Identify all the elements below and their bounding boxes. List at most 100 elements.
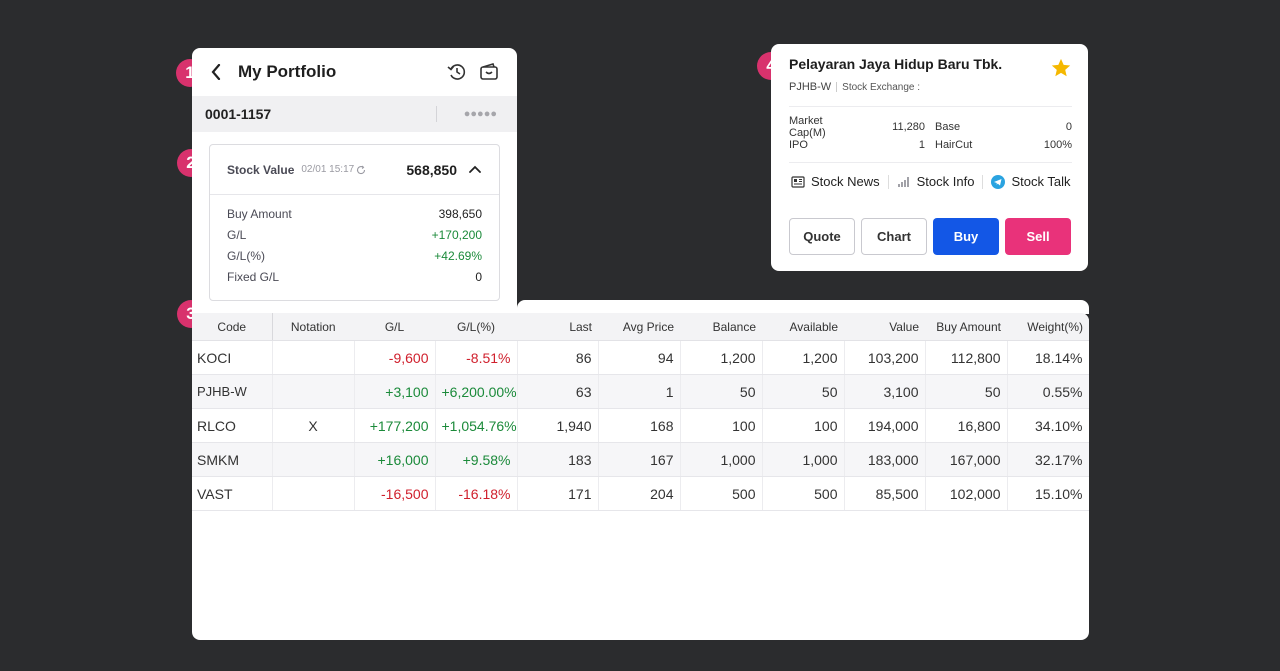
cell-gl-pct: +6,200.00% <box>435 374 518 409</box>
col-header-last[interactable]: Last <box>517 313 598 341</box>
back-icon[interactable] <box>206 62 226 82</box>
col-header-balance[interactable]: Balance <box>680 313 762 341</box>
cell-gl: +177,200 <box>354 408 436 443</box>
stock-links: Stock News Stock Info Stock Talk <box>791 174 1070 189</box>
detail-value: +42.69% <box>434 248 482 263</box>
cell-balance: 1,200 <box>680 340 763 375</box>
refresh-icon[interactable] <box>356 165 366 175</box>
detail-row: G/L(%) +42.69% <box>227 245 482 266</box>
table-row[interactable]: RLCO X +177,200 +1,054.76% 1,940 168 100… <box>192 408 1089 443</box>
portfolio-header: My Portfolio <box>192 48 517 96</box>
stock-value-details: Buy Amount 398,650 G/L +170,200 G/L(%) +… <box>210 195 499 287</box>
cell-weight: 32.17% <box>1007 442 1089 477</box>
cell-buy-amount: 102,000 <box>925 476 1008 511</box>
divider <box>982 174 984 189</box>
col-header-available[interactable]: Available <box>762 313 844 341</box>
stat-label: Market Cap(M) <box>789 115 826 139</box>
detail-row: G/L +170,200 <box>227 224 482 245</box>
cell-available: 50 <box>762 374 845 409</box>
cell-last: 86 <box>517 340 599 375</box>
quote-button[interactable]: Quote <box>789 218 855 255</box>
stock-code: PJHB-W <box>789 81 832 93</box>
stat-value: 1 <box>918 139 925 151</box>
cell-gl: -16,500 <box>354 476 436 511</box>
star-icon[interactable] <box>1050 57 1072 79</box>
col-header-notation[interactable]: Notation <box>272 313 354 341</box>
cell-last: 171 <box>517 476 599 511</box>
newspaper-icon <box>791 175 805 189</box>
stock-actions: Quote Chart Buy Sell <box>789 218 1071 255</box>
col-header-gl-pct[interactable]: G/L(%) <box>435 313 517 341</box>
stock-info-link[interactable]: Stock Info <box>897 174 975 189</box>
chevron-up-icon[interactable] <box>469 163 481 175</box>
page-title: My Portfolio <box>238 62 337 81</box>
col-header-buy-amount[interactable]: Buy Amount <box>925 313 1007 341</box>
detail-label: G/L <box>227 227 247 242</box>
cell-gl: +3,100 <box>354 374 436 409</box>
col-header-gl[interactable]: G/L <box>354 313 435 341</box>
cell-value: 103,200 <box>844 340 926 375</box>
cell-available: 1,000 <box>762 442 845 477</box>
cell-available: 100 <box>762 408 845 443</box>
cell-notation: X <box>272 408 355 443</box>
cell-value: 183,000 <box>844 442 926 477</box>
cell-gl-pct: +1,054.76% <box>435 408 518 443</box>
cell-last: 183 <box>517 442 599 477</box>
cell-buy-amount: 167,000 <box>925 442 1008 477</box>
cell-balance: 50 <box>680 374 763 409</box>
divider <box>887 174 889 189</box>
stat-label: IPO <box>789 139 808 151</box>
cell-balance: 500 <box>680 476 763 511</box>
col-header-value[interactable]: Value <box>844 313 925 341</box>
stock-info-label: Stock Info <box>916 174 975 189</box>
cell-buy-amount: 50 <box>925 374 1008 409</box>
wallet-icon[interactable] <box>479 62 499 82</box>
stock-subtitle: PJHB-W Stock Exchange : <box>789 81 920 93</box>
account-mask[interactable]: ●●●●● <box>463 108 497 120</box>
cell-code: RLCO <box>192 408 273 443</box>
table-row[interactable]: SMKM +16,000 +9.58% 183 167 1,000 1,000 … <box>192 442 1089 477</box>
holdings-table-panel: Code Notation G/L G/L(%) Last Avg Price … <box>192 313 1089 640</box>
detail-row: Buy Amount 398,650 <box>227 203 482 224</box>
sell-button[interactable]: Sell <box>1005 218 1071 255</box>
cell-value: 85,500 <box>844 476 926 511</box>
detail-value: 398,650 <box>438 206 482 221</box>
history-icon[interactable] <box>447 62 467 82</box>
cell-weight: 34.10% <box>1007 408 1089 443</box>
divider <box>436 106 437 122</box>
stock-value-label: Stock Value <box>227 162 295 177</box>
cell-gl-pct: -16.18% <box>435 476 518 511</box>
cell-balance: 1,000 <box>680 442 763 477</box>
table-row[interactable]: VAST -16,500 -16.18% 171 204 500 500 85,… <box>192 476 1089 511</box>
cell-last: 63 <box>517 374 599 409</box>
stock-talk-link[interactable]: Stock Talk <box>991 174 1070 189</box>
col-header-code[interactable]: Code <box>192 313 273 341</box>
col-header-avg-price[interactable]: Avg Price <box>598 313 680 341</box>
stock-talk-label: Stock Talk <box>1011 174 1071 189</box>
detail-label: G/L(%) <box>227 248 266 263</box>
divider <box>789 162 1072 163</box>
buy-button[interactable]: Buy <box>933 218 999 255</box>
cell-code: VAST <box>192 476 273 511</box>
stat-label: HairCut <box>935 139 973 151</box>
col-header-weight[interactable]: Weight(%) <box>1007 313 1089 341</box>
divider <box>836 82 838 92</box>
chart-button[interactable]: Chart <box>861 218 927 255</box>
account-number: 0001-1157 <box>205 106 272 122</box>
cell-avg-price: 204 <box>598 476 681 511</box>
stock-stats: Market Cap(M) 11,280 Base 0 IPO 1 HairCu… <box>789 115 1072 154</box>
cell-gl: +16,000 <box>354 442 436 477</box>
account-selector[interactable]: 0001-1157 ●●●●● <box>192 96 517 132</box>
cell-gl: -9,600 <box>354 340 436 375</box>
table-row[interactable]: PJHB-W +3,100 +6,200.00% 63 1 50 50 3,10… <box>192 374 1089 409</box>
cell-code: SMKM <box>192 442 273 477</box>
stock-value-header[interactable]: Stock Value 02/01 15:17 568,850 <box>210 145 499 195</box>
stock-news-link[interactable]: Stock News <box>791 174 880 189</box>
stock-name: Pelayaran Jaya Hidup Baru Tbk. <box>789 56 1003 72</box>
cell-avg-price: 1 <box>598 374 681 409</box>
detail-value: +170,200 <box>431 227 482 242</box>
stock-value-amount: 568,850 <box>406 161 457 178</box>
cell-weight: 18.14% <box>1007 340 1089 375</box>
table-panel-top <box>517 300 1089 314</box>
table-row[interactable]: KOCI -9,600 -8.51% 86 94 1,200 1,200 103… <box>192 340 1089 375</box>
